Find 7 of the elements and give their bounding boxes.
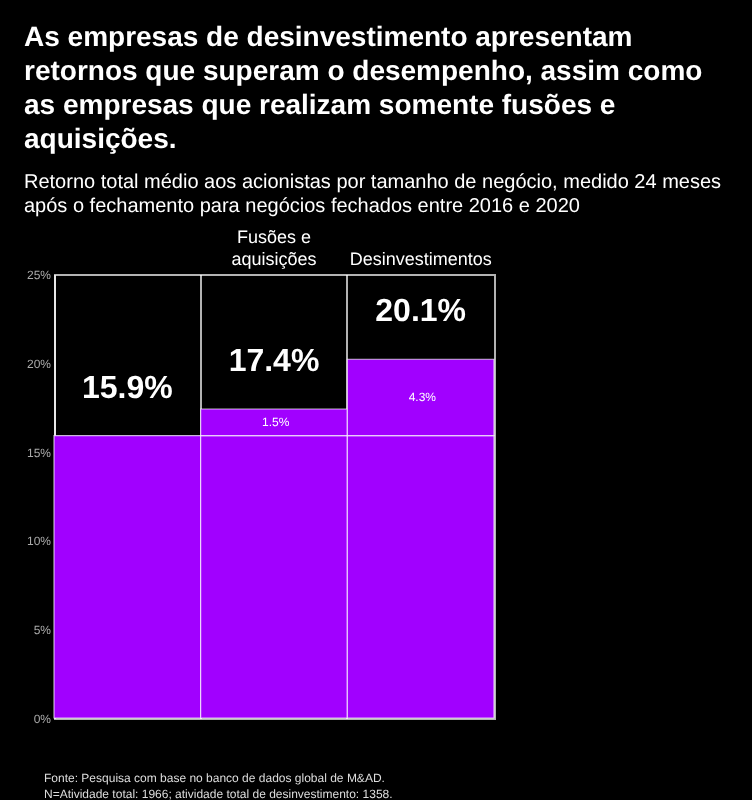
total-label: 17.4% — [228, 344, 320, 379]
total-label: 20.1% — [375, 295, 467, 330]
chart-subtitle: Retorno total médio aos acionistas por tamanho de negócio, medido 24 meses após o fechamento para negócios fechados entre 2016 e 2020 — [22, 170, 724, 220]
total-label: 15.9% — [81, 371, 173, 406]
x-tick-label: Fusões e aquisições — [231, 227, 318, 269]
x-tick-label: Desinvestimentos — [349, 249, 493, 269]
chart-title: As empresas de desinvestimento apresentam retornos que superam o desempenho, assim como as empresas que realizam somente fusões e aquisições. — [22, 18, 705, 156]
